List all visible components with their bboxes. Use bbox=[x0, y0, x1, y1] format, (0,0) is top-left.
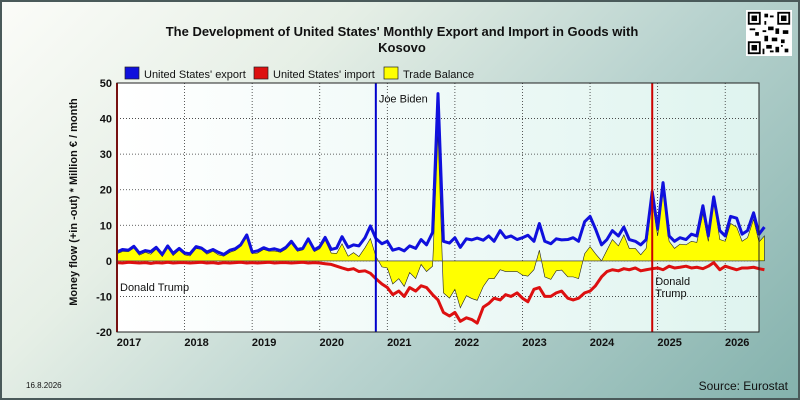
plot-border bbox=[116, 82, 760, 333]
x-tick-label: 2019 bbox=[252, 337, 276, 349]
source-label: Source: Eurostat bbox=[698, 379, 788, 393]
x-tick-label: 2017 bbox=[117, 337, 141, 349]
term-marker-label: Trump bbox=[655, 288, 686, 300]
y-tick-label: 0 bbox=[106, 256, 112, 268]
chart-title: The Development of United States' Monthl… bbox=[92, 24, 712, 56]
y-tick-label: 50 bbox=[100, 78, 112, 90]
y-tick-label: 30 bbox=[100, 149, 112, 161]
y-tick-label: 20 bbox=[100, 185, 112, 197]
x-tick-label: 2026 bbox=[725, 337, 749, 349]
x-tick-label: 2023 bbox=[522, 337, 546, 349]
term-marker-label: Donald bbox=[655, 276, 690, 288]
chart-title-line-2: Kosovo bbox=[378, 40, 426, 55]
x-tick-label: 2022 bbox=[455, 337, 479, 349]
legend-label: Trade Balance bbox=[403, 69, 474, 81]
date-stamp: 16.8.2026 bbox=[26, 381, 62, 390]
legend-swatch bbox=[253, 66, 269, 80]
term-marker-label: Joe Biden bbox=[379, 94, 428, 106]
export-line bbox=[116, 92, 766, 256]
legend-swatch bbox=[124, 66, 140, 80]
legend-label: United States' import bbox=[273, 69, 375, 81]
chart-title-line-1: The Development of United States' Monthl… bbox=[165, 24, 639, 39]
y-tick-label: 40 bbox=[100, 114, 112, 126]
x-tick-label: 2018 bbox=[184, 337, 208, 349]
y-tick-label: 10 bbox=[100, 220, 112, 232]
x-tick-label: 2020 bbox=[319, 337, 343, 349]
term-marker-label: Donald Trump bbox=[120, 282, 189, 294]
x-tick-label: 2025 bbox=[657, 337, 681, 349]
qr-code bbox=[746, 10, 792, 56]
legend-label: United States' export bbox=[144, 69, 246, 81]
import-line bbox=[116, 260, 765, 325]
legend-swatch bbox=[383, 66, 399, 80]
y-tick-label: -20 bbox=[96, 327, 112, 339]
y-tick-label: -10 bbox=[96, 291, 112, 303]
x-tick-label: 2024 bbox=[590, 337, 615, 349]
x-tick-label: 2021 bbox=[387, 337, 411, 349]
